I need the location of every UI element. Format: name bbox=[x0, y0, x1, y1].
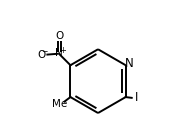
Text: Me: Me bbox=[52, 99, 67, 109]
Text: N: N bbox=[55, 48, 63, 58]
Text: O: O bbox=[55, 31, 63, 41]
Text: +: + bbox=[59, 46, 66, 55]
Text: O: O bbox=[37, 50, 45, 60]
Text: −: − bbox=[41, 47, 48, 56]
Text: I: I bbox=[135, 91, 138, 104]
Text: N: N bbox=[125, 58, 134, 71]
